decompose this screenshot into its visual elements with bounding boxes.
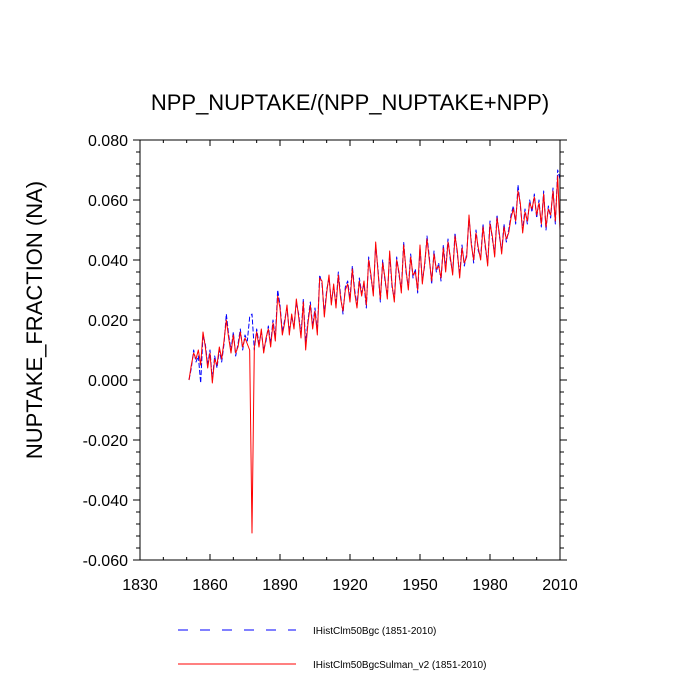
plot-series: [188, 169, 561, 534]
x-tick-label: 1890: [262, 577, 298, 594]
y-tick-label: -0.060: [83, 553, 128, 570]
x-tick-label: 1980: [472, 577, 508, 594]
axes: 1830 1860 1890 1920 1950 1980 2010 -0.060 -0.040…: [83, 133, 578, 594]
y-tick-label: 0.040: [88, 253, 128, 270]
y-tick-label: 0.060: [88, 193, 128, 210]
chart-title: NPP_NUPTAKE/(NPP_NUPTAKE+NPP): [151, 90, 549, 115]
y-tick-label: -0.040: [83, 493, 128, 510]
y-tick-label: -0.020: [83, 433, 128, 450]
y-tick-label: 0.020: [88, 313, 128, 330]
y-tick-label: 0.080: [88, 133, 128, 150]
x-tick-label: 1950: [402, 577, 438, 594]
x-tick-label: 1920: [332, 577, 368, 594]
y-tick-label: 0.000: [88, 373, 128, 390]
x-tick-label: 1830: [122, 577, 158, 594]
legend-label-1: IHistClm50Bgc (1851-2010): [313, 626, 436, 637]
x-tick-label: 2010: [542, 577, 578, 594]
x-tick-label: 1860: [192, 577, 228, 594]
plot-frame: [139, 139, 561, 561]
y-axis-label: NUPTAKE_FRACTION (NA): [22, 181, 47, 459]
legend-label-2: IHistClm50BgcSulman_v2 (1851-2010): [313, 660, 486, 671]
series-line-2: [188, 175, 561, 534]
legend: IHistClm50Bgc (1851-2010) IHistClm50BgcSu…: [178, 626, 486, 671]
